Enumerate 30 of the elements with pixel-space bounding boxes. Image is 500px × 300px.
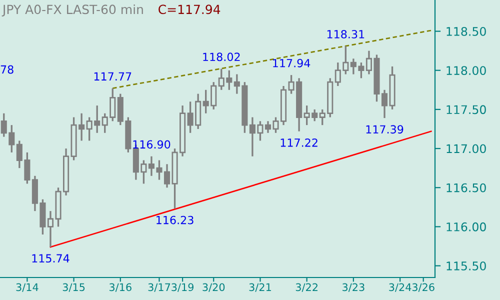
annotation: 118.31: [327, 30, 364, 38]
x-tick-label: 3/19: [172, 283, 194, 292]
y-tick-label: 116.50: [446, 183, 486, 192]
y-tick-label: 115.50: [446, 262, 486, 270]
chart-subtitle: C=117.94: [158, 4, 220, 14]
x-tick-label: 3/22: [296, 283, 318, 292]
x-tick-label: 3/20: [202, 283, 225, 292]
x-tick-label: 3/24: [389, 283, 412, 292]
chart-title: JPY A0-FX LAST-60 min: [2, 4, 143, 16]
annotation: 117.94: [273, 58, 310, 68]
x-tick-label: 3/14: [16, 283, 38, 292]
annotation: 118.02: [203, 52, 240, 62]
y-tick-label: 117.50: [446, 105, 486, 114]
x-tick-label: 3/16: [110, 283, 132, 292]
x-tick-label: 3/23: [342, 283, 364, 292]
x-tick-label: 3/26: [412, 283, 434, 292]
y-tick-label: 116.00: [446, 222, 486, 232]
annotation: 117.39: [366, 125, 404, 134]
annotation: 78: [0, 65, 14, 74]
annotation: 117.22: [280, 138, 318, 147]
annotation: 116.23: [156, 216, 194, 224]
x-tick-label: 3/15: [62, 283, 85, 292]
annotation: 117.77: [94, 72, 132, 80]
annotation: 115.74: [32, 254, 70, 263]
y-tick-label: 118.00: [446, 66, 486, 76]
y-tick-label: 117.00: [446, 144, 486, 154]
x-tick-label: 3/17: [148, 283, 170, 292]
x-tick-label: 3/21: [249, 283, 271, 292]
annotation: 116.90: [133, 140, 170, 149]
y-tick-label: 118.50: [446, 26, 486, 36]
